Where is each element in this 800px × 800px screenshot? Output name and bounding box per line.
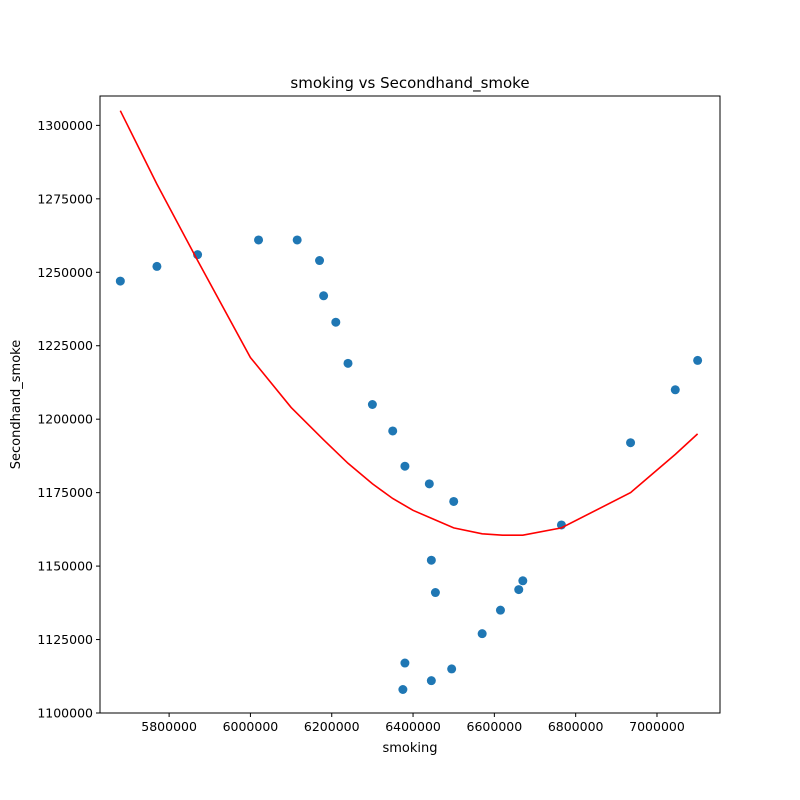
x-tick-label: 6000000 <box>223 719 279 734</box>
y-axis-label: Secondhand_smoke <box>9 340 24 470</box>
data-point <box>292 235 302 245</box>
x-tick-label: 6600000 <box>467 719 523 734</box>
ticks-layer: 5800000 6000000 6200000 6400000 6600000 68000… <box>37 118 685 734</box>
data-point <box>400 461 410 471</box>
data-point <box>315 256 325 266</box>
y-tick-label: 1300000 <box>37 118 93 133</box>
x-tick-label: 5800000 <box>141 719 197 734</box>
y-tick-label: 1250000 <box>37 265 93 280</box>
data-point <box>426 555 436 565</box>
data-point <box>518 576 528 586</box>
data-point <box>447 664 457 674</box>
x-tick-label: 6800000 <box>548 719 604 734</box>
data-point <box>670 385 680 395</box>
data-point <box>449 496 459 506</box>
x-axis-label: smoking <box>382 741 437 756</box>
data-point <box>514 585 524 595</box>
y-tick-label: 1100000 <box>37 706 93 721</box>
data-point <box>152 261 162 271</box>
marks-layer <box>115 110 703 694</box>
data-point <box>331 317 341 327</box>
y-tick-label: 1150000 <box>37 559 93 574</box>
y-tick-label: 1225000 <box>37 338 93 353</box>
data-point <box>115 276 125 286</box>
x-tick-label: 7000000 <box>629 719 685 734</box>
data-point <box>319 291 329 301</box>
data-point <box>477 629 487 639</box>
y-tick-label: 1200000 <box>37 412 93 427</box>
y-tick-label: 1275000 <box>37 191 93 206</box>
data-point <box>693 355 703 365</box>
data-point <box>388 426 398 436</box>
x-tick-label: 6200000 <box>304 719 360 734</box>
y-tick-label: 1175000 <box>37 485 93 500</box>
chart-title: smoking vs Secondhand_smoke <box>290 74 529 93</box>
data-point <box>367 400 377 409</box>
data-point <box>430 588 440 598</box>
data-point <box>424 479 434 489</box>
data-point <box>495 605 505 615</box>
data-point <box>626 438 636 448</box>
data-point <box>343 358 353 368</box>
fit-line <box>119 110 699 537</box>
plot-frame <box>99 95 721 714</box>
data-point <box>254 235 264 245</box>
data-point <box>398 684 408 694</box>
data-point <box>400 658 410 668</box>
y-tick-label: 1125000 <box>37 632 93 647</box>
x-tick-label: 6400000 <box>385 719 441 734</box>
data-point <box>426 676 436 686</box>
